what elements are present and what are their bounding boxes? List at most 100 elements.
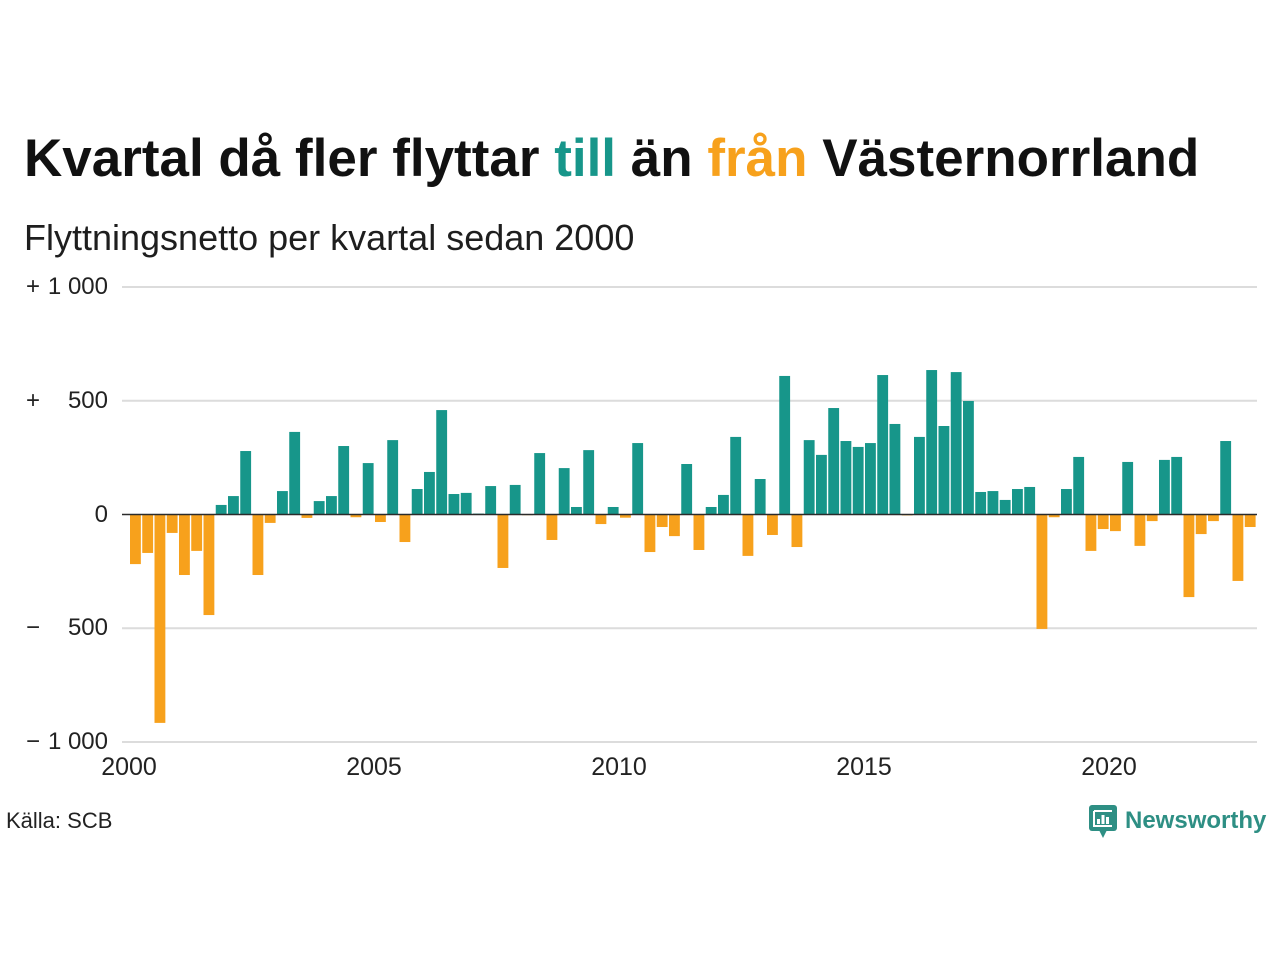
bar-2019-q4 [1097, 514, 1109, 530]
bar-2011-q1 [669, 514, 680, 537]
bar-2004-q3 [350, 514, 362, 518]
chart-title: Kvartal då fler flyttar till än från Väs… [24, 128, 1199, 190]
bar-2010-q3 [644, 514, 656, 553]
bar-2006-q2 [436, 410, 448, 515]
x-tick-label: 2000 [101, 753, 157, 781]
bar-2012-q1 [718, 494, 729, 515]
bar-2010-q1 [620, 514, 631, 518]
bar-2014-q2 [828, 408, 840, 515]
x-tick-label: 2010 [591, 753, 647, 781]
title-negative-word: från [707, 129, 808, 188]
bar-2016-q1 [914, 436, 925, 515]
x-tick-label: 2015 [836, 753, 892, 781]
bar-2020-q4 [1146, 514, 1158, 522]
bar-2019-q1 [1061, 489, 1072, 515]
bar-2017-q2 [975, 491, 987, 515]
bar-2018-q1 [1012, 489, 1023, 515]
bar-2009-q1 [571, 506, 582, 515]
bar-2017-q1 [963, 400, 974, 515]
logo-text: Newsworthy [1125, 807, 1267, 834]
bar-2010-q2 [632, 443, 644, 515]
bar-2000-q1 [130, 514, 141, 565]
bar-2015-q3 [889, 423, 901, 515]
bar-2001-q1 [179, 514, 190, 576]
bar-2000-q3 [154, 514, 166, 723]
bar-2005-q1 [375, 514, 386, 523]
bar-2019-q2 [1073, 456, 1085, 515]
bar-2000-q2 [142, 514, 154, 553]
bar-2004-q2 [338, 446, 350, 515]
bar-2020-q1 [1110, 514, 1121, 532]
bar-2011-q4 [705, 506, 717, 515]
bar-2009-q4 [607, 506, 619, 515]
bar-2016-q4 [950, 372, 962, 515]
bar-2001-q2 [191, 514, 203, 551]
bar-2013-q2 [779, 375, 791, 515]
bar-2002-q1 [228, 496, 239, 515]
bar-2008-q3 [546, 514, 558, 540]
bar-2011-q3 [693, 514, 705, 550]
bar-2010-q4 [656, 514, 668, 528]
bar-2005-q2 [387, 440, 399, 515]
newsworthy-logo-icon [1089, 805, 1117, 838]
bar-2008-q4 [558, 468, 570, 515]
bar-2019-q3 [1085, 514, 1097, 551]
bar-2001-q4 [215, 504, 227, 515]
bar-2002-q3 [252, 514, 264, 576]
y-tick-label: + 500 [26, 386, 108, 414]
title-lead: Kvartal då fler flyttar [24, 129, 540, 188]
chart-subtitle: Flyttningsnetto per kvartal sedan 2000 [24, 217, 635, 258]
y-tick-label: − 500 [26, 614, 108, 642]
bar-2021-q3 [1183, 514, 1195, 598]
bars [130, 370, 1256, 723]
bar-2002-q4 [264, 514, 276, 523]
bar-2016-q3 [938, 426, 950, 515]
bar-2007-q2 [485, 486, 497, 515]
bar-2018-q2 [1024, 486, 1036, 515]
bar-2012-q4 [754, 479, 766, 515]
y-tick-label: + 1 000 [26, 273, 108, 300]
bar-2016-q2 [926, 370, 938, 515]
bar-2003-q3 [301, 514, 313, 518]
bar-2018-q3 [1036, 514, 1048, 629]
bar-2022-q3 [1232, 514, 1244, 581]
bar-2017-q4 [999, 499, 1011, 515]
bar-2003-q4 [313, 501, 325, 515]
bar-2014-q4 [852, 446, 864, 515]
title-middle: än [630, 129, 693, 188]
bar-2005-q3 [399, 514, 411, 543]
bar-2006-q1 [424, 471, 435, 515]
bar-2003-q2 [289, 431, 301, 515]
bar-2006-q3 [448, 494, 460, 515]
bar-2018-q4 [1048, 514, 1060, 518]
bar-2022-q4 [1244, 514, 1256, 528]
title-tail: Västernorrland [822, 129, 1200, 188]
bar-2004-q1 [326, 496, 337, 515]
bar-2022-q2 [1220, 441, 1232, 515]
bar-2013-q1 [767, 514, 778, 535]
bar-2003-q1 [277, 491, 288, 515]
x-tick-label: 2005 [346, 753, 402, 781]
bar-2014-q3 [840, 441, 852, 515]
bar-2009-q2 [583, 450, 595, 515]
bar-2017-q3 [987, 491, 999, 515]
plot-area [122, 286, 1257, 743]
bar-2005-q4 [411, 489, 423, 515]
source-note: Källa: SCB [6, 808, 113, 833]
bar-2014-q1 [816, 454, 827, 515]
x-tick-label: 2020 [1081, 753, 1137, 781]
bar-2001-q3 [203, 514, 215, 616]
bar-2015-q1 [865, 443, 876, 515]
bar-2006-q4 [460, 492, 472, 515]
y-tick-label: 0 [94, 500, 108, 528]
gridlines [122, 286, 1257, 743]
bar-2011-q2 [681, 464, 693, 515]
bar-2012-q2 [730, 436, 742, 515]
bar-2012-q3 [742, 514, 754, 556]
bar-2013-q4 [803, 440, 815, 515]
bar-2004-q4 [362, 463, 374, 515]
y-tick-label: −1 000 [26, 728, 108, 755]
bar-2000-q4 [166, 514, 178, 533]
bar-2008-q2 [534, 453, 546, 515]
bar-2021-q1 [1159, 459, 1170, 515]
